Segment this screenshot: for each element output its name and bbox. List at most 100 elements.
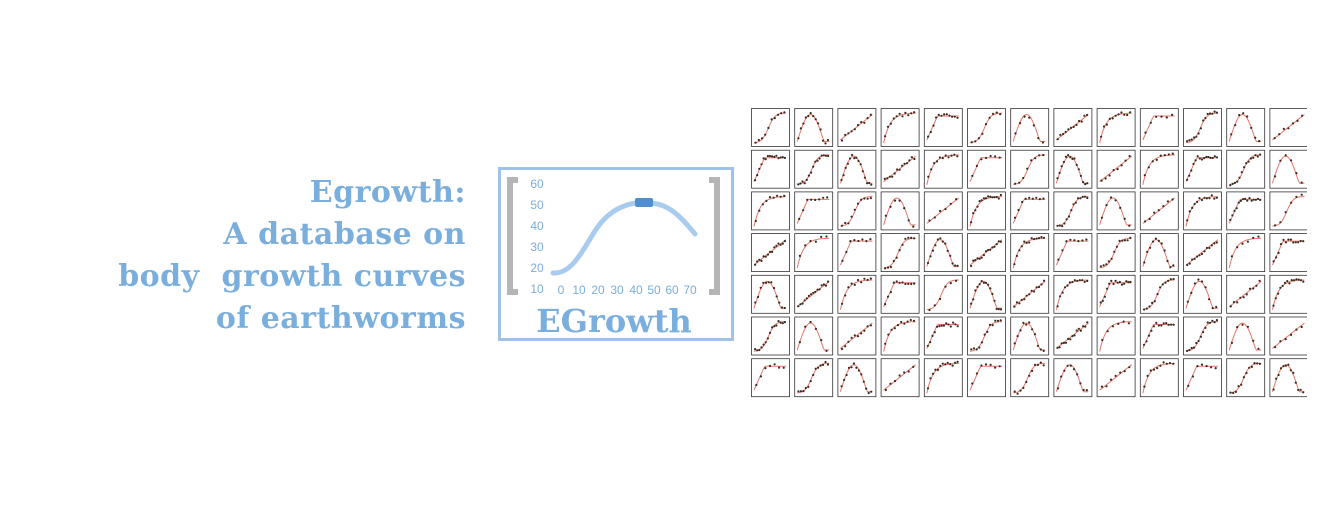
- y-tick: 30: [530, 240, 544, 254]
- data-point: [1160, 324, 1163, 327]
- data-point: [886, 295, 890, 298]
- data-point: [999, 240, 1002, 243]
- data-point: [1233, 181, 1236, 184]
- data-point: [997, 240, 1000, 243]
- data-point: [1231, 182, 1234, 185]
- data-point: [896, 168, 899, 171]
- data-point: [1167, 153, 1170, 156]
- data-point: [1167, 323, 1170, 326]
- data-point: [1297, 388, 1300, 392]
- growth-curve-thumbnail: [923, 191, 963, 231]
- growth-curve-thumbnail: [837, 233, 877, 272]
- data-point: [771, 326, 774, 329]
- data-point: [892, 117, 895, 120]
- data-point: [1170, 323, 1173, 326]
- data-point: [1106, 330, 1109, 333]
- data-point: [1242, 296, 1245, 299]
- fit-line: [1142, 115, 1175, 141]
- data-point: [1169, 266, 1172, 269]
- data-point: [1059, 295, 1062, 298]
- data-point: [901, 243, 904, 246]
- data-point: [783, 306, 786, 310]
- data-point: [1144, 220, 1147, 223]
- data-point: [1246, 199, 1249, 202]
- data-point: [1239, 296, 1242, 299]
- data-point: [975, 164, 978, 167]
- data-point: [1018, 249, 1021, 252]
- data-point: [907, 282, 910, 285]
- data-point: [1061, 225, 1064, 228]
- data-point: [756, 174, 759, 177]
- thumbnail-frame: [967, 316, 1006, 356]
- data-point: [953, 153, 956, 156]
- data-point: [1128, 155, 1131, 158]
- growth-curve-thumbnail: [923, 316, 963, 356]
- data-point: [1039, 348, 1042, 351]
- data-point: [1258, 362, 1261, 365]
- data-point: [1120, 164, 1123, 167]
- data-point: [1017, 208, 1020, 212]
- data-point: [802, 122, 805, 125]
- data-point: [1058, 224, 1061, 227]
- data-point: [1215, 111, 1218, 114]
- data-point: [1147, 166, 1150, 169]
- data-point: [756, 260, 759, 263]
- growth-curve-thumbnail: [794, 358, 834, 398]
- data-point: [1286, 280, 1289, 283]
- data-point: [982, 281, 985, 284]
- fit-line: [1013, 362, 1046, 394]
- data-point: [1188, 174, 1191, 177]
- data-point: [1028, 196, 1031, 199]
- data-point: [1245, 371, 1248, 375]
- data-point: [1156, 293, 1159, 296]
- data-point: [1072, 125, 1075, 128]
- data-point: [1028, 241, 1031, 244]
- data-point: [1215, 319, 1218, 322]
- data-point: [951, 115, 954, 118]
- data-point: [766, 154, 769, 158]
- data-point: [853, 283, 856, 286]
- fit-line: [1185, 321, 1219, 352]
- data-point: [1057, 258, 1060, 261]
- data-point: [1213, 321, 1216, 324]
- data-point: [989, 363, 992, 366]
- growth-curve-thumbnail: [1269, 233, 1307, 272]
- data-point: [995, 195, 998, 199]
- data-point: [1210, 244, 1213, 247]
- data-point: [756, 349, 759, 352]
- data-point: [1025, 294, 1028, 297]
- data-point: [935, 116, 938, 119]
- data-point: [1075, 163, 1078, 166]
- data-point: [1033, 290, 1036, 293]
- growth-curve-thumbnail: [967, 149, 1006, 189]
- growth-curve-thumbnail: [1139, 316, 1179, 356]
- data-point: [1166, 259, 1169, 263]
- data-point: [1061, 249, 1064, 252]
- growth-curve-thumbnail: [794, 316, 834, 356]
- data-point: [1258, 140, 1261, 143]
- data-point: [1078, 279, 1081, 282]
- data-point: [997, 308, 1000, 311]
- data-point: [1079, 197, 1082, 200]
- data-point: [1062, 132, 1065, 136]
- data-point: [1252, 339, 1255, 342]
- data-point: [1208, 112, 1212, 115]
- growth-curve-thumbnail: [794, 274, 834, 314]
- data-point: [1079, 382, 1082, 385]
- data-point: [1077, 197, 1080, 200]
- fit-line: [839, 364, 873, 393]
- data-point: [860, 373, 863, 376]
- data-point: [991, 196, 994, 199]
- data-point: [869, 277, 872, 280]
- data-point: [860, 332, 863, 335]
- egrowth-logo: 60 50 40 30 20 10 0 10 20 30 40 50 60 70…: [498, 167, 734, 341]
- data-point: [886, 125, 890, 128]
- data-point: [760, 259, 763, 262]
- data-point: [856, 278, 860, 282]
- data-point: [1067, 154, 1070, 157]
- data-point: [1036, 363, 1039, 366]
- data-point: [1300, 325, 1303, 329]
- data-point: [1082, 181, 1085, 184]
- data-point: [974, 209, 977, 212]
- data-point: [1038, 154, 1041, 157]
